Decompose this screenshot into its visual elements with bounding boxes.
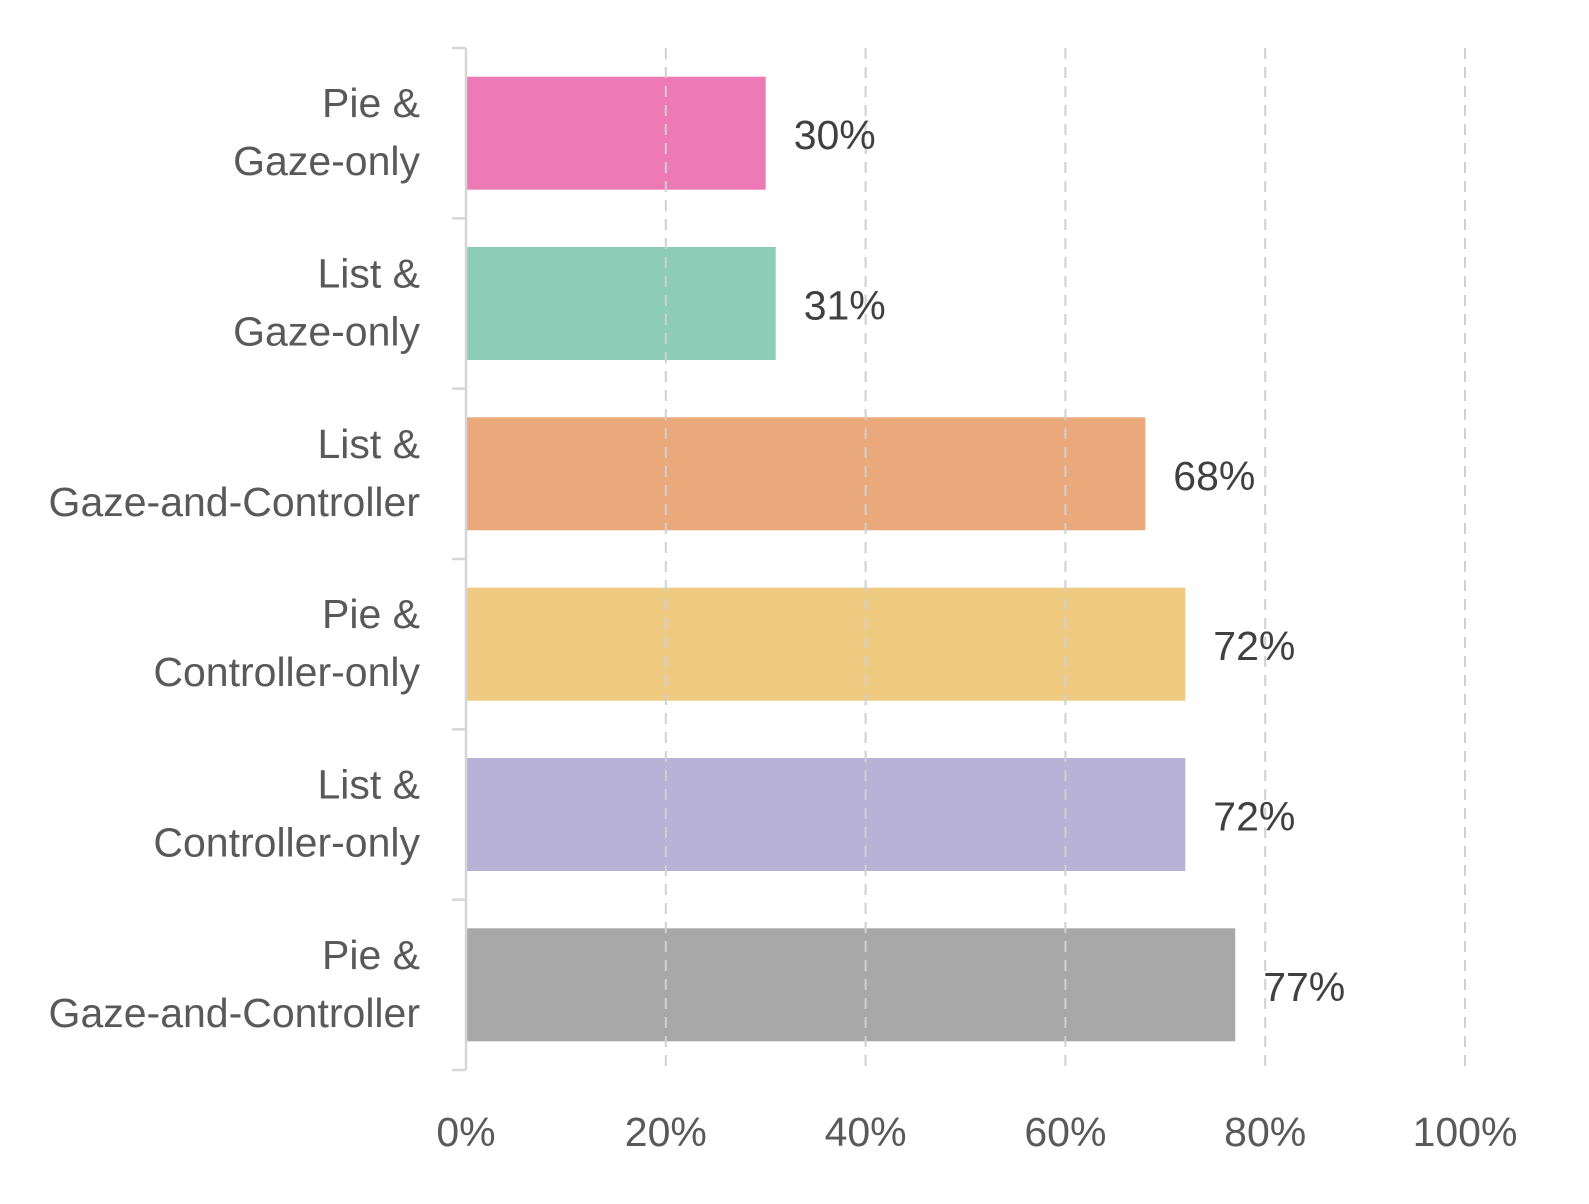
- bar-1: [466, 247, 776, 360]
- bar-0: [466, 76, 766, 190]
- y-axis: [452, 46, 468, 1072]
- value-label-3: 72%: [1213, 623, 1295, 669]
- value-labels: 30% 31% 68% 72% 72% 77%: [794, 112, 1346, 1010]
- bar-2: [466, 417, 1146, 531]
- bar-5: [466, 928, 1236, 1042]
- x-tick-label-2: 40%: [825, 1109, 907, 1155]
- x-tick-label-1: 20%: [625, 1109, 707, 1155]
- category-label-5-line1: Pie &: [322, 932, 420, 978]
- category-label-1-line2: Gaze-only: [233, 309, 420, 355]
- category-label-5-line2: Gaze-and-Controller: [49, 990, 420, 1036]
- category-label-3-line1: Pie &: [322, 591, 420, 637]
- category-label-2-line1: List &: [317, 421, 420, 467]
- value-label-5: 77%: [1263, 964, 1345, 1010]
- x-tick-label-4: 80%: [1224, 1109, 1306, 1155]
- bars-layer: [466, 76, 1236, 1042]
- category-label-0-line2: Gaze-only: [233, 138, 420, 184]
- category-label-1-line1: List &: [317, 251, 420, 297]
- x-tick-label-0: 0%: [436, 1109, 495, 1155]
- x-tick-label-5: 100%: [1413, 1109, 1518, 1155]
- bar-4: [466, 758, 1186, 871]
- category-labels: Pie & Gaze-only List & Gaze-only List & Gaze-…: [49, 80, 421, 1036]
- x-tick-label-3: 60%: [1024, 1109, 1106, 1155]
- value-label-4: 72%: [1213, 794, 1295, 840]
- category-label-3-line2: Controller-only: [153, 649, 420, 695]
- category-label-4-line1: List &: [317, 762, 420, 808]
- value-label-2: 68%: [1173, 453, 1255, 499]
- value-label-0: 30%: [794, 112, 876, 158]
- category-label-2-line2: Gaze-and-Controller: [49, 479, 420, 525]
- x-axis-tick-labels: 0% 20% 40% 60% 80% 100%: [436, 1109, 1517, 1155]
- value-label-1: 31%: [804, 283, 886, 329]
- grid-layer: [664, 48, 1466, 1070]
- category-label-4-line2: Controller-only: [153, 820, 420, 866]
- category-label-0-line1: Pie &: [322, 80, 420, 126]
- bar-3: [466, 587, 1186, 701]
